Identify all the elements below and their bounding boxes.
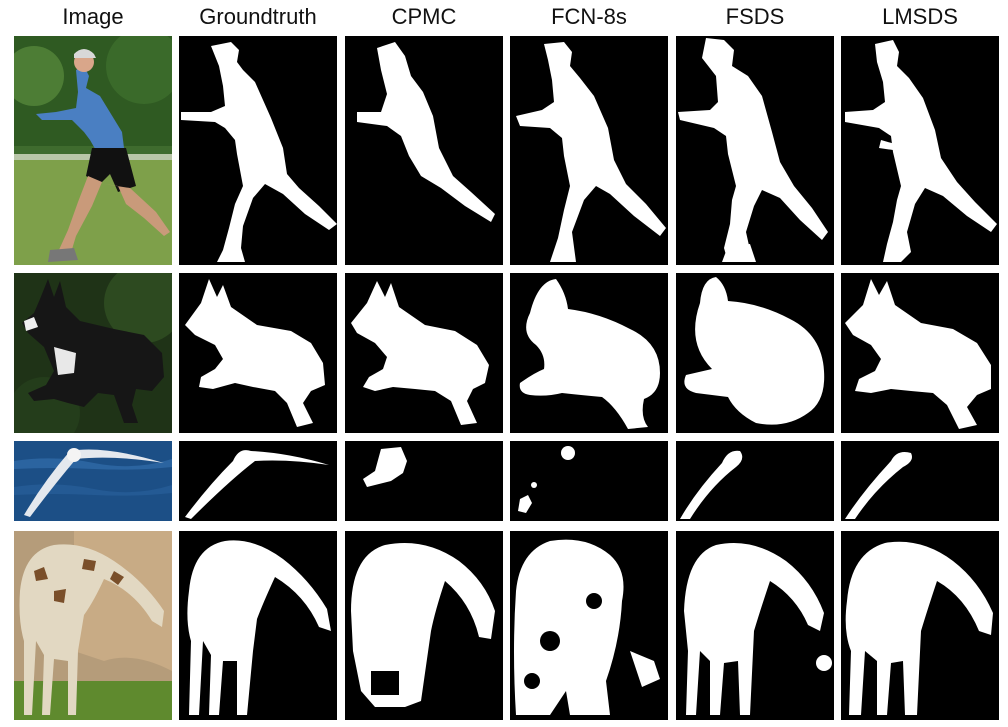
mask-fcn8s-giraffe xyxy=(510,531,668,720)
mask-groundtruth-running-man xyxy=(179,36,337,265)
column-header-fcn8s: FCN-8s xyxy=(551,4,627,29)
column-header-image: Image xyxy=(62,4,124,29)
mask-cpmc-running-man xyxy=(345,36,503,265)
photo-running-man xyxy=(14,36,172,265)
column-header-fsds: FSDS xyxy=(725,4,785,29)
column-header-groundtruth: Groundtruth xyxy=(199,4,317,29)
photo-giraffe xyxy=(14,531,172,720)
mask-lmsds-running-man xyxy=(841,36,999,265)
mask-groundtruth-giraffe xyxy=(179,531,337,720)
mask-fcn8s-leaping-dog xyxy=(510,273,668,433)
mask-lmsds-giraffe xyxy=(841,531,999,720)
mask-fsds-running-man xyxy=(676,36,834,265)
photo-leaping-dog xyxy=(14,273,172,433)
mask-lmsds-leaping-dog xyxy=(841,273,999,433)
mask-cpmc-leaping-dog xyxy=(345,273,503,433)
mask-fcn8s-running-man xyxy=(510,36,668,265)
mask-groundtruth-leaping-dog xyxy=(179,273,337,433)
mask-groundtruth-flying-bird xyxy=(179,441,337,521)
mask-fcn8s-flying-bird xyxy=(510,441,668,521)
mask-fsds-giraffe xyxy=(676,531,834,720)
column-header-cpmc: CPMC xyxy=(391,4,457,29)
photo-flying-bird xyxy=(14,441,172,521)
mask-cpmc-giraffe xyxy=(345,531,503,720)
mask-lmsds-flying-bird xyxy=(841,441,999,521)
column-header-lmsds: LMSDS xyxy=(882,4,958,29)
mask-fsds-flying-bird xyxy=(676,441,834,521)
mask-cpmc-flying-bird xyxy=(345,441,503,521)
mask-fsds-leaping-dog xyxy=(676,273,834,433)
